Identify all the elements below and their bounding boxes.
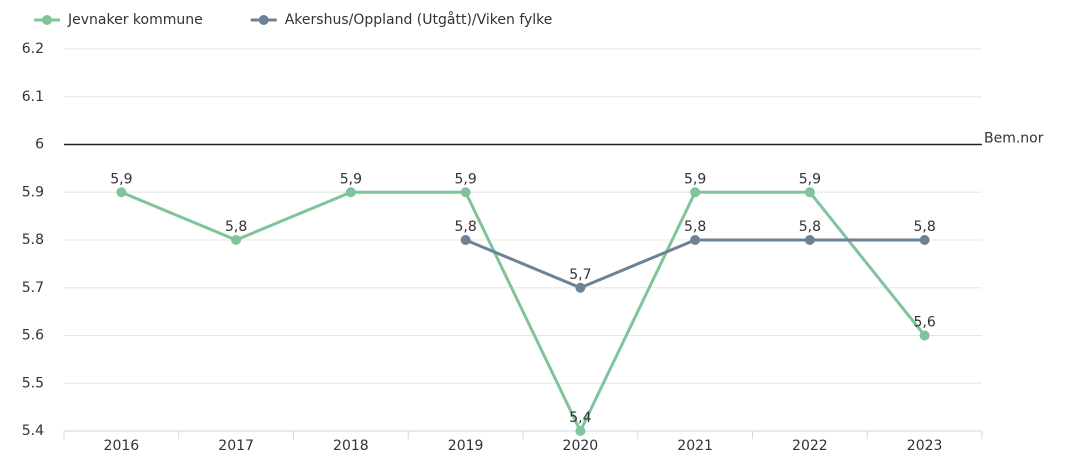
x-tick-label: 2017 <box>218 438 254 451</box>
y-tick-label: 6.2 <box>22 41 44 57</box>
y-tick-label: 5.8 <box>22 232 44 248</box>
reference-label: Bem.nor <box>984 131 1044 147</box>
y-tick-label: 6 <box>35 137 44 153</box>
data-label: 5,8 <box>225 219 247 235</box>
data-label: 5,4 <box>569 410 591 426</box>
y-tick-label: 5.7 <box>22 280 44 296</box>
x-tick-label: 2020 <box>563 438 599 451</box>
series-line <box>120 190 926 435</box>
data-label: 5,8 <box>799 219 821 235</box>
data-label: 5,9 <box>110 171 132 187</box>
point <box>460 235 471 245</box>
data-label: 5,7 <box>569 267 591 283</box>
point <box>690 235 701 245</box>
legend-label: Akershus/Oppland (Utgått)/Viken fylke <box>285 11 553 28</box>
point <box>460 187 471 198</box>
data-label: 5,9 <box>454 171 476 187</box>
point <box>804 235 815 245</box>
x-tick-label: 2023 <box>907 438 943 451</box>
point <box>804 187 815 198</box>
x-tick-label: 2016 <box>104 438 140 451</box>
data-label: 5,8 <box>454 219 476 235</box>
x-tick-label: 2021 <box>677 438 713 451</box>
y-tick-label: 5.6 <box>22 328 44 344</box>
point <box>690 187 701 198</box>
point <box>575 426 586 436</box>
x-tick-label: 2019 <box>448 438 484 451</box>
point <box>919 330 930 341</box>
legend-marker <box>42 15 52 25</box>
legend-label: Jevnaker kommune <box>67 12 203 28</box>
y-tick-label: 6.1 <box>22 89 44 105</box>
point <box>919 235 930 245</box>
data-label: 5,6 <box>913 315 935 331</box>
point <box>116 187 127 198</box>
y-tick-label: 5.5 <box>22 375 44 391</box>
x-tick-label: 2018 <box>333 438 369 451</box>
legend-marker <box>258 15 269 25</box>
point <box>575 282 586 293</box>
data-label: 5,8 <box>684 219 706 235</box>
x-tick-label: 2022 <box>792 438 828 451</box>
data-label: 5,9 <box>684 171 706 187</box>
data-label: 5,8 <box>913 219 935 235</box>
y-tick-label: 5.4 <box>22 423 44 439</box>
y-tick-label: 5.9 <box>22 184 44 200</box>
point <box>231 235 242 245</box>
data-label: 5,9 <box>799 171 821 187</box>
data-label: 5,9 <box>340 171 362 187</box>
point <box>345 187 356 198</box>
